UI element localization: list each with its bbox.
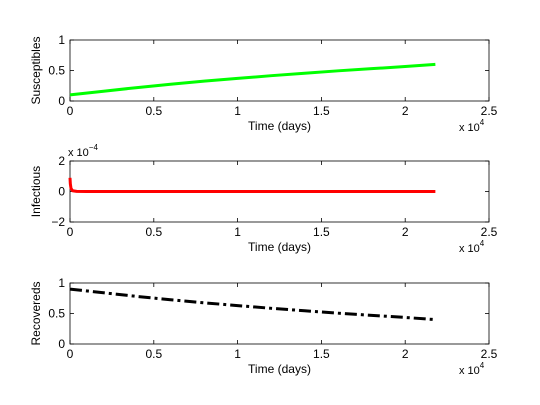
x-axis-label: Time (days) [248,362,311,376]
x-axis-label: Time (days) [248,119,311,133]
x-tick-label: 0.5 [145,104,162,118]
axes-box [69,39,490,102]
x-axis-multiplier: x 104 [459,239,485,255]
x-tick-label: 1 [234,104,241,118]
subplot-3: 0 0.5 1 1.5 2 2.5 0 0.5 1 Time (days) Recovereds x … [29,276,498,377]
x-tick-label: 2.5 [481,104,498,118]
subplot-1: 0 0.5 1 1.5 2 2.5 0 0.5 1 Time (days) Susceptibles… [29,33,498,134]
y-tick-label: 0.5 [48,64,65,78]
y-tick-label: 1 [58,33,65,47]
y-tick-label: 0 [58,94,65,108]
series-line-1 [69,62,436,97]
x-tick-label: 2.5 [481,225,498,239]
y-tick-label: 0.5 [48,307,65,321]
x-tick-label: 0.5 [145,225,162,239]
x-tick-label: 0.5 [145,347,162,361]
x-tick-label: 2 [402,347,409,361]
x-tick-label: 2 [402,225,409,239]
x-tick-label: 1 [234,225,241,239]
y-tick-label: 0 [58,337,65,351]
x-tick-label: 1.5 [313,225,330,239]
y-axis-multiplier: x 10−4 [68,143,98,159]
x-axis-label: Time (days) [248,240,311,254]
x-tick-label: 1.5 [313,347,330,361]
y-axis-label: Recovereds [29,281,43,345]
x-tick-label: 0 [67,104,74,118]
x-axis-multiplier: x 104 [459,118,485,134]
x-tick-label: 1.5 [313,104,330,118]
y-axis-label: Susceptibles [29,36,43,104]
y-axis-label: Infectious [29,166,43,217]
series-line-1 [69,287,436,322]
x-tick-label: 0 [67,347,74,361]
y-tick-label: 0 [58,185,65,199]
x-tick-label: 2.5 [481,347,498,361]
x-tick-label: 2 [402,104,409,118]
x-tick-label: 1 [234,347,241,361]
series-line-1 [68,177,436,193]
y-tick-label: 1 [58,276,65,290]
y-tick-label: −2 [51,215,65,229]
x-tick-label: 0 [67,225,74,239]
x-axis-multiplier: x 104 [459,361,485,377]
y-tick-label: 2 [58,154,65,168]
axes-box [69,282,490,345]
